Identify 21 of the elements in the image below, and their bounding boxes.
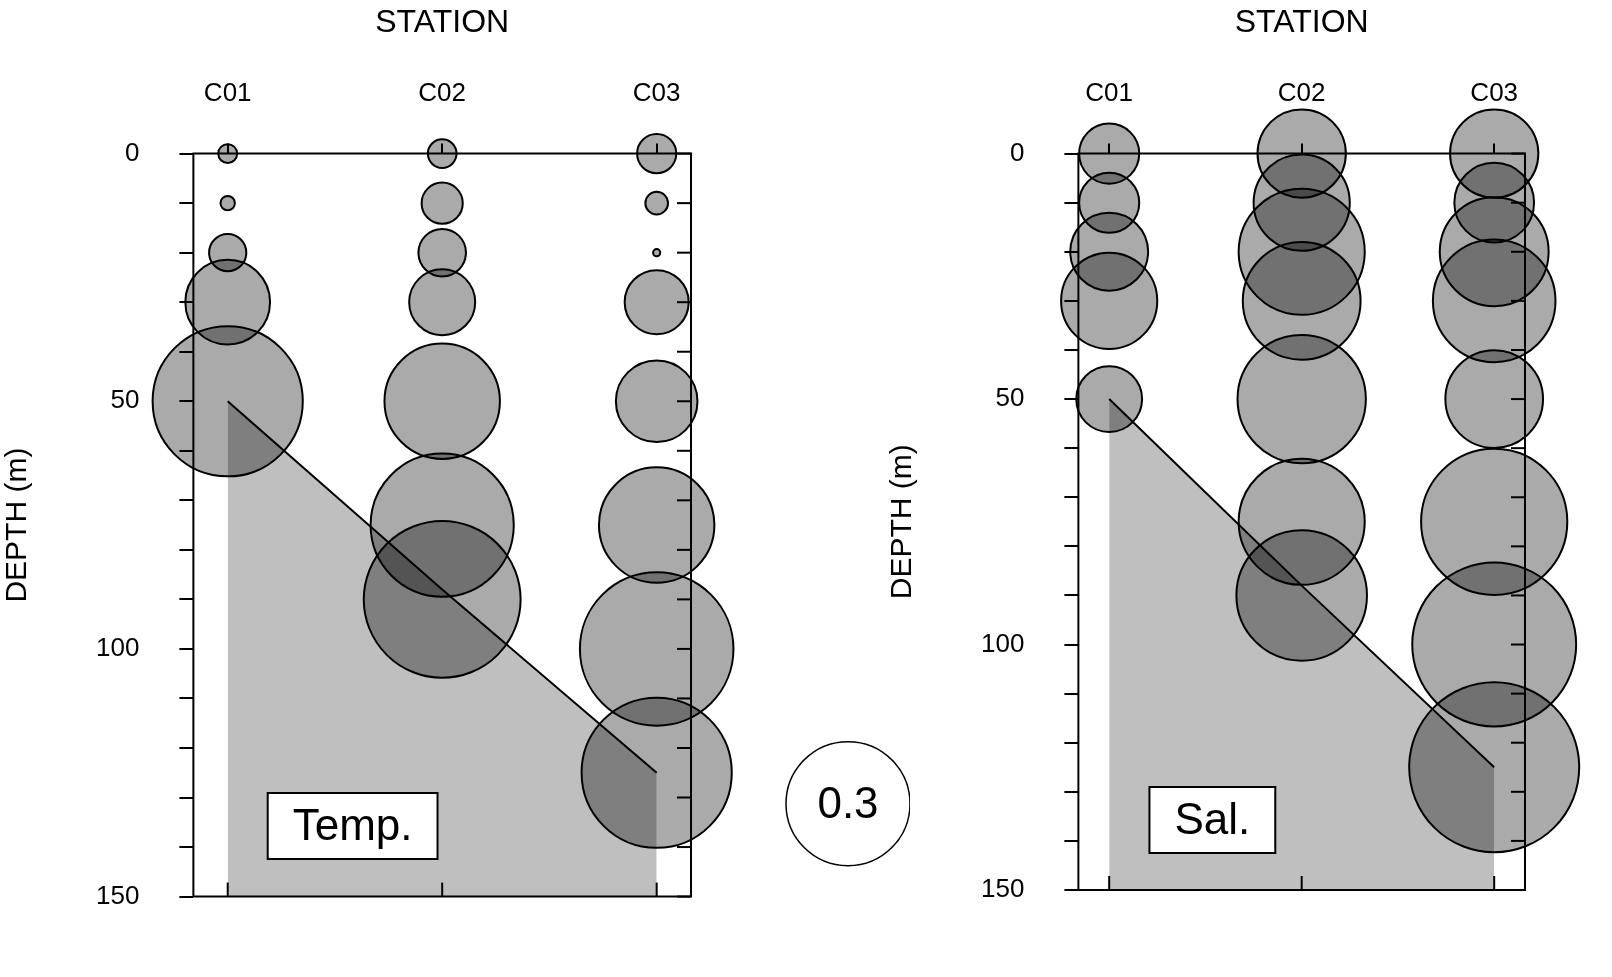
y-tick-label: 0 xyxy=(1009,136,1025,167)
y-axis-title: DEPTH (m) xyxy=(884,444,918,600)
x-tick-label: C02 xyxy=(1277,77,1326,108)
x-tick-label: C03 xyxy=(1470,77,1519,108)
x-tick-label: C01 xyxy=(1085,77,1134,108)
annotation: Sal. xyxy=(1174,794,1251,844)
x-axis-title: STATION xyxy=(375,3,510,40)
y-tick-label: 0 xyxy=(124,136,140,167)
x-tick-label: C03 xyxy=(632,77,681,108)
y-tick-label: 100 xyxy=(95,632,140,663)
y-tick-label: 150 xyxy=(980,873,1025,904)
y-tick-label: 50 xyxy=(995,382,1025,413)
x-tick-label: C02 xyxy=(418,77,467,108)
y-tick-label: 150 xyxy=(95,879,140,910)
y-tick-label: 100 xyxy=(980,627,1025,658)
x-tick-label: C01 xyxy=(203,77,252,108)
y-axis-title: DEPTH (m) xyxy=(0,447,33,603)
legend-label: 0.3 xyxy=(817,777,879,827)
annotation: Temp. xyxy=(292,800,413,850)
y-tick-label: 50 xyxy=(110,384,140,415)
x-axis-title: STATION xyxy=(1234,3,1369,40)
